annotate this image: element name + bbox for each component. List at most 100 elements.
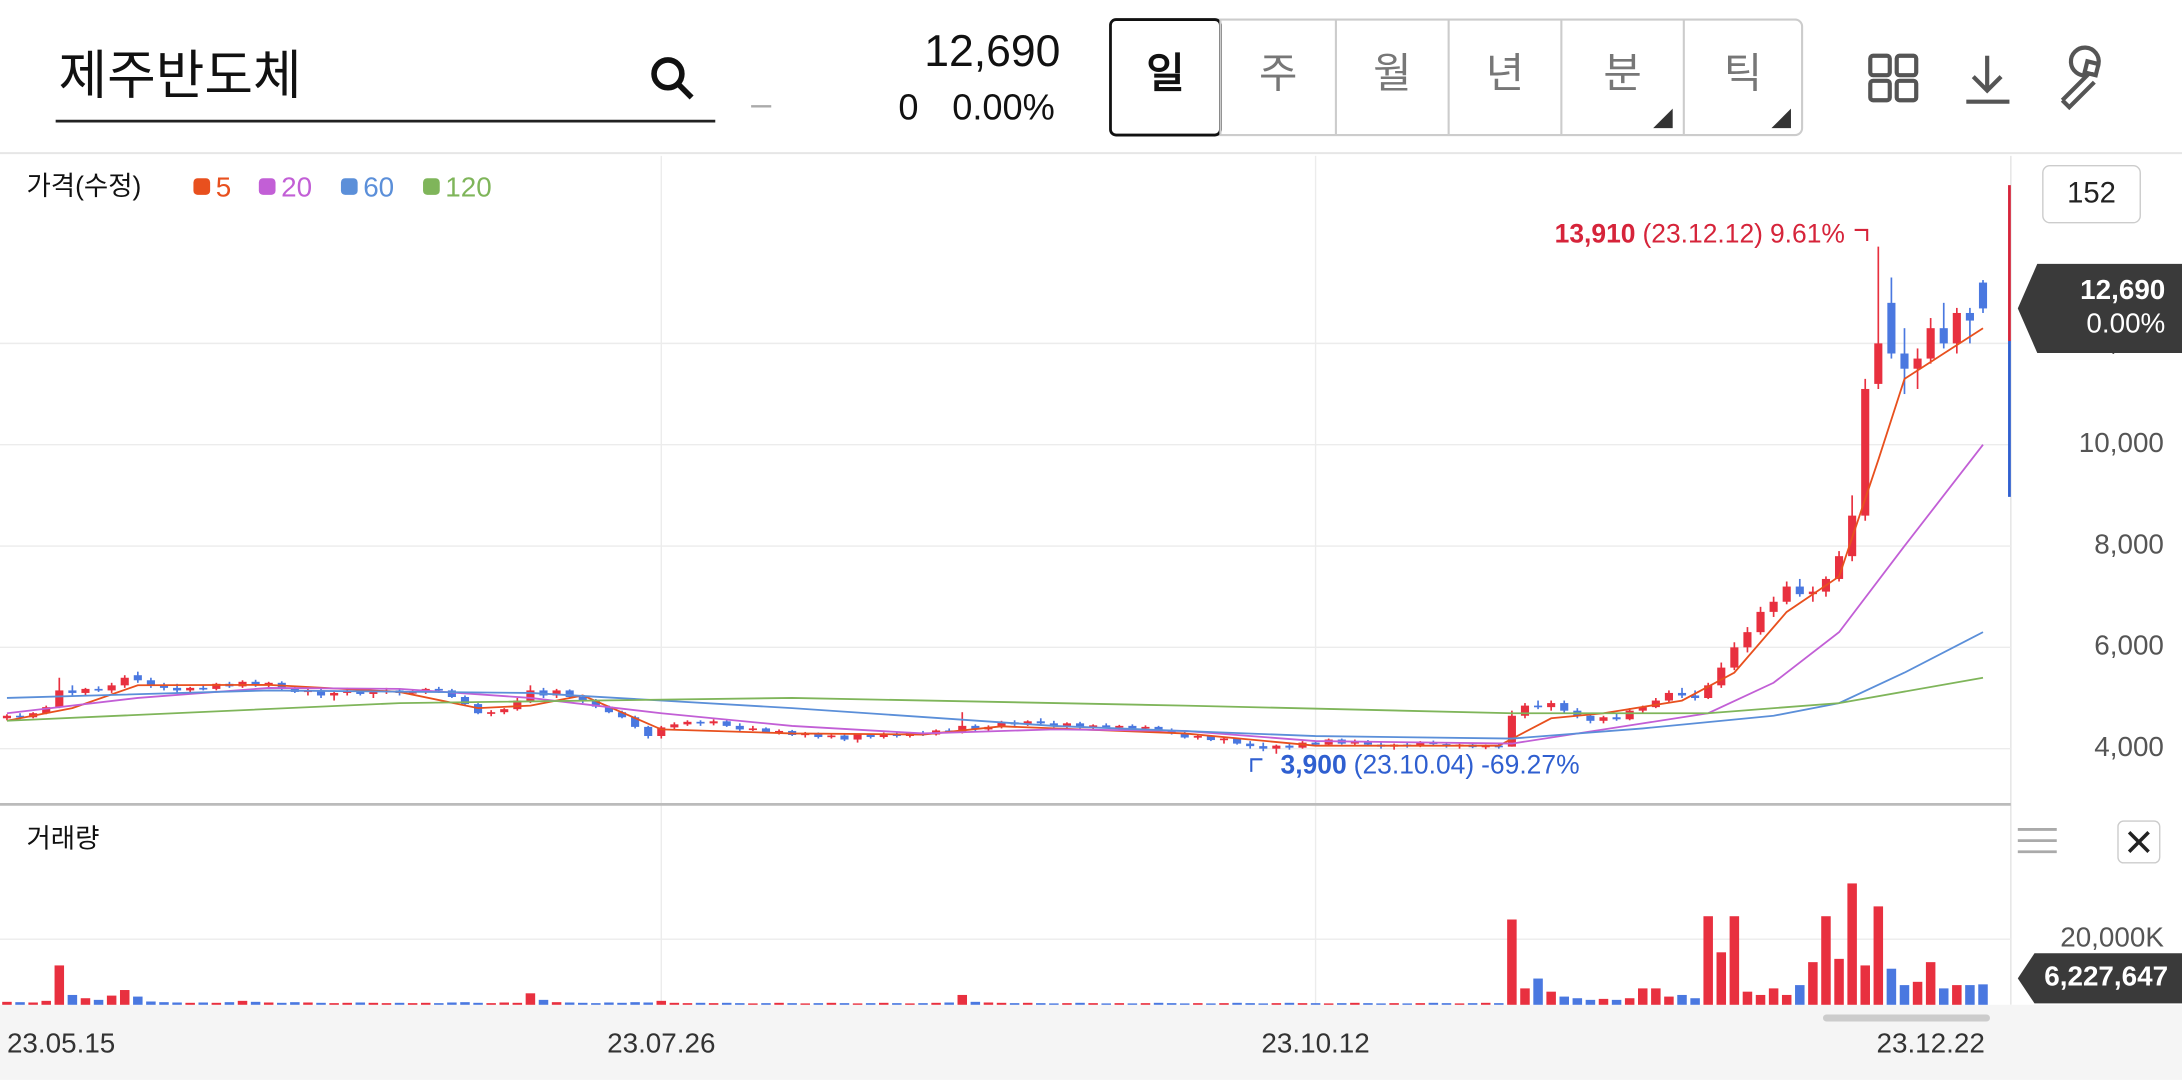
candle-body	[552, 690, 561, 696]
search-icon[interactable]	[651, 57, 694, 100]
volume-bar	[486, 1003, 496, 1005]
volume-bar	[1402, 1003, 1412, 1005]
low-arrow	[1250, 758, 1263, 772]
volume-bar	[420, 1002, 431, 1005]
y-tick-label: 10,000	[2079, 427, 2164, 458]
volume-bar	[931, 1002, 941, 1005]
candle-body	[1102, 725, 1111, 728]
candle-body	[1363, 741, 1372, 745]
volume-bar	[669, 1002, 680, 1005]
volume-bar	[1441, 1003, 1452, 1005]
candle-body	[434, 688, 443, 691]
candle-body	[971, 725, 980, 730]
volume-bar	[970, 1001, 981, 1005]
tab-label[interactable]: 분	[1603, 50, 1641, 97]
count-box[interactable]	[2042, 164, 2141, 224]
candle-body	[814, 733, 823, 738]
candle-body	[1259, 746, 1268, 749]
candle-body	[369, 691, 378, 694]
grid-icon[interactable]	[1868, 53, 1919, 103]
volume-bar	[748, 1003, 758, 1005]
volume-bar	[1716, 952, 1727, 1005]
volume-bar	[159, 1002, 169, 1005]
price-change: 0	[898, 87, 918, 128]
candle-body	[133, 675, 142, 681]
candle-body	[330, 692, 339, 696]
volume-bar	[1638, 988, 1648, 1005]
close-icon	[2127, 831, 2150, 853]
volume-bar	[1193, 1003, 1203, 1005]
volume-bar	[1009, 1003, 1020, 1005]
volume-bar	[1978, 984, 1988, 1005]
volume-bar	[1729, 916, 1740, 1005]
high-annotation-pct: 9.61%	[1770, 218, 1845, 248]
candle-body	[1049, 723, 1058, 726]
volume-bar	[1952, 985, 1962, 1005]
candle-body	[2, 715, 12, 719]
volume-bar	[1310, 1003, 1321, 1005]
download-icon[interactable]	[1966, 55, 2010, 104]
volume-bar	[1781, 994, 1792, 1005]
candle-body	[1115, 725, 1124, 728]
volume-bar	[1938, 988, 1949, 1005]
menu-icon[interactable]	[2017, 828, 2057, 854]
tab-label[interactable]: 틱	[1724, 50, 1762, 97]
volume-bar	[277, 1002, 287, 1005]
candle-body	[107, 685, 116, 691]
volume-bar	[1049, 1003, 1059, 1005]
volume-bar	[407, 1003, 418, 1005]
last-price-label: 12,690	[2080, 274, 2165, 305]
candle-body	[709, 721, 718, 724]
candle-body	[1861, 388, 1870, 516]
tab-label[interactable]: 년	[1486, 50, 1524, 97]
volume-bar	[342, 1002, 352, 1005]
volume-bar	[1467, 1003, 1478, 1005]
candle-body	[1717, 667, 1726, 686]
volume-bar	[119, 990, 130, 1005]
tab-label[interactable]: 월	[1373, 50, 1411, 97]
volume-bar	[473, 1002, 483, 1005]
candle-body	[617, 712, 627, 718]
candle-body	[1834, 556, 1844, 579]
volume-bar	[1768, 988, 1779, 1005]
volume-bar	[1323, 1003, 1334, 1005]
candle-body	[1638, 707, 1647, 711]
volume-bar	[878, 1002, 889, 1005]
high-annotation-date: (23.12.12)	[1642, 218, 1763, 248]
volume-bar	[1101, 1003, 1111, 1005]
legend-label: 20	[281, 172, 312, 203]
volume-bar	[1363, 1003, 1373, 1005]
settings-icon[interactable]	[2060, 45, 2101, 111]
candle-body	[1036, 721, 1045, 724]
volume-bar	[996, 1002, 1007, 1005]
volume-bar	[761, 1003, 771, 1005]
date-axis-bg	[0, 1004, 2182, 1080]
volume-bar	[551, 1002, 562, 1005]
low-annotation: 3,900 (23.10.04) -69.27%	[1281, 749, 1580, 779]
candle-body	[631, 717, 640, 727]
volume-bar	[1166, 1003, 1177, 1005]
volume-bar	[774, 1002, 784, 1005]
candle-body	[1206, 736, 1215, 741]
volume-bar	[394, 1002, 405, 1005]
volume-bar	[983, 1002, 994, 1005]
volume-bar	[1559, 996, 1569, 1005]
candle-body	[1677, 692, 1687, 696]
scrollbar[interactable]	[1822, 1014, 1990, 1022]
volume-bar	[1899, 985, 1910, 1005]
volume-bar	[1284, 1002, 1295, 1005]
volume-bar	[434, 1003, 444, 1005]
candle-body	[958, 725, 967, 732]
candle-body	[81, 688, 90, 693]
candle-body	[565, 690, 574, 697]
volume-bar	[133, 996, 143, 1005]
candle-body	[1416, 742, 1425, 747]
tab-label[interactable]: 주	[1259, 50, 1297, 97]
high-annotation-label: 13,910	[1555, 218, 1636, 248]
volume-bar	[93, 999, 104, 1005]
legend-swatch	[340, 178, 358, 195]
tab-label[interactable]: 일	[1146, 50, 1184, 97]
volume-bar	[695, 1002, 706, 1005]
moving-average-line	[6, 676, 1984, 722]
